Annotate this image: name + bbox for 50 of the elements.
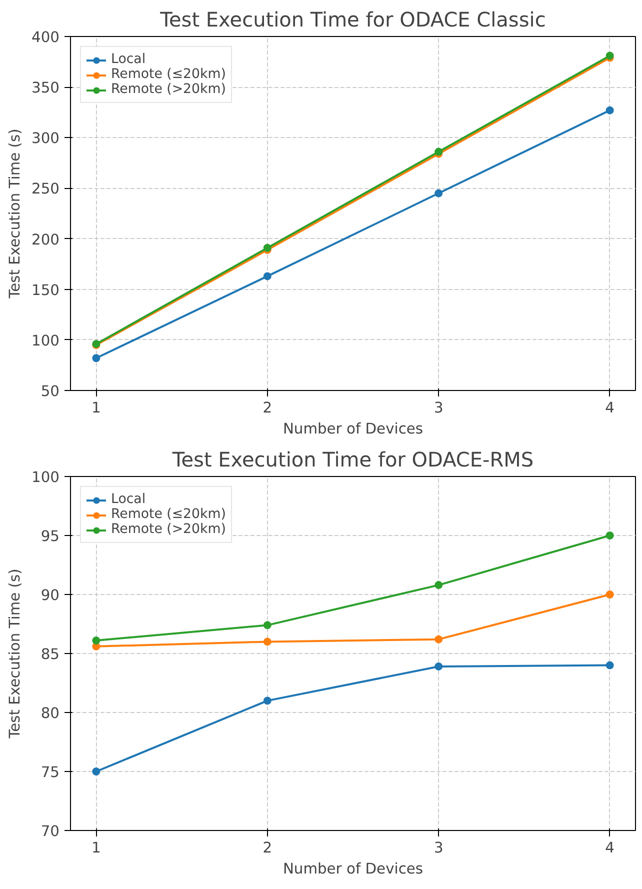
legend-label: Remote (>20km) [111,522,226,537]
y-tick-label: 95 [40,528,60,545]
point [606,590,614,598]
y-axis-title: Test Execution Time (s) [6,568,24,740]
y-tick-label: 250 [32,180,60,198]
chart-title: Test Execution Time for ODACE-RMS [171,448,534,472]
y-tick-label: 70 [40,823,60,840]
x-tick-label: 3 [434,840,444,856]
point [434,189,443,198]
point [263,638,272,646]
y-tick-label: 350 [32,80,60,97]
y-tick-label: 75 [40,764,60,781]
point [434,662,443,670]
y-tick-label: 80 [40,705,60,722]
x-tick-label: 4 [605,400,614,416]
point [92,636,100,645]
point [263,621,272,630]
point [263,696,272,705]
point [92,768,100,776]
x-tick-label: 4 [605,840,614,856]
y-tick-label: 90 [40,587,60,604]
y-tick-label: 400 [32,29,60,46]
y-tick-label: 200 [32,231,60,248]
y-tick-label: 100 [32,332,60,350]
x-tick-label: 1 [92,840,101,856]
point [263,272,272,280]
x-axis-title: Number of Devices [282,420,424,438]
point [92,354,100,362]
legend-label: Local [111,52,146,67]
y-axis-title: Test Execution Time (s) [6,128,24,300]
chart-title: Test Execution Time for ODACE Classic [159,8,546,32]
y-tick-label: 85 [40,646,60,663]
x-axis-title: Number of Devices [282,860,424,878]
x-tick-label: 1 [92,400,101,416]
legend-label: Remote (≤20km) [111,67,226,82]
y-tick-label: 300 [32,130,60,148]
legend-label: Remote (>20km) [111,82,226,97]
point [606,661,614,670]
legend-label: Local [111,492,146,507]
point [434,635,443,644]
x-tick-label: 2 [262,840,272,856]
point [434,581,443,590]
legend-label: Remote (≤20km) [111,507,226,522]
y-tick-label: 100 [32,469,60,486]
point [606,106,614,114]
x-tick-label: 2 [262,400,272,416]
y-tick-label: 150 [32,282,60,299]
y-tick-label: 50 [40,383,60,400]
x-tick-label: 3 [434,400,444,416]
point [606,532,614,540]
